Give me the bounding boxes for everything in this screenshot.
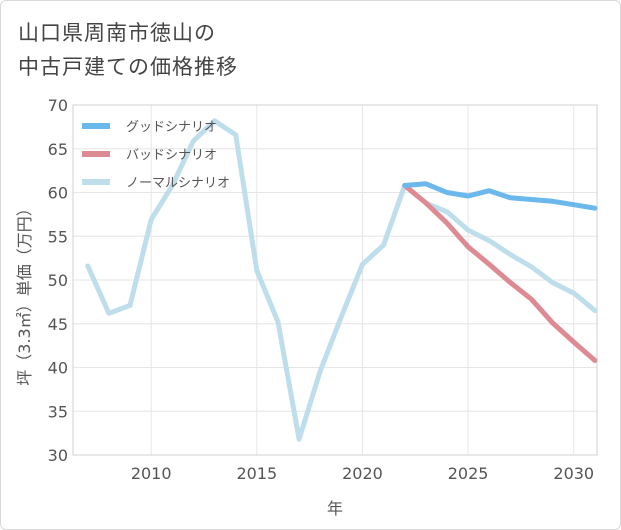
y-tick-labels: 30 35 40 45 50 55 60 65 70 — [48, 96, 68, 465]
chart-title-line1: 山口県周南市徳山の — [18, 21, 216, 45]
series-lines — [85, 118, 598, 442]
x-tick-label: 2020 — [342, 464, 383, 483]
y-tick-label: 55 — [48, 227, 68, 246]
legend-label: バッドシナリオ — [126, 148, 217, 163]
y-tick-label: 60 — [48, 184, 68, 203]
chart-title: 山口県周南市徳山の 中古戸建ての価格推移 — [18, 16, 238, 84]
y-tick-label: 35 — [48, 402, 68, 421]
x-tick-label: 2015 — [236, 464, 277, 483]
series-line-2 — [402, 183, 598, 363]
x-tick-label: 2030 — [553, 464, 594, 483]
legend-label: ノーマルシナリオ — [126, 176, 230, 191]
x-axis-label: 年 — [327, 499, 343, 518]
plot-area-border — [72, 104, 598, 456]
y-tick-label: 70 — [48, 96, 68, 115]
series-line-3 — [85, 118, 598, 442]
legend-label: グッドシナリオ — [126, 120, 217, 135]
x-tick-label: 2010 — [131, 464, 172, 483]
x-tick-labels: 2010 2015 2020 2025 2030 — [131, 464, 594, 483]
y-tick-label: 40 — [48, 359, 68, 378]
y-tick-label: 50 — [48, 271, 68, 290]
x-tick-label: 2025 — [448, 464, 489, 483]
y-axis-label: 坪（3.3㎡）単価（万円） — [15, 200, 34, 385]
y-tick-label: 45 — [48, 315, 68, 334]
y-tick-label: 30 — [48, 446, 68, 465]
y-tick-label: 65 — [48, 140, 68, 159]
series-line-1 — [402, 181, 598, 211]
chart-title-line2: 中古戸建ての価格推移 — [18, 55, 238, 79]
